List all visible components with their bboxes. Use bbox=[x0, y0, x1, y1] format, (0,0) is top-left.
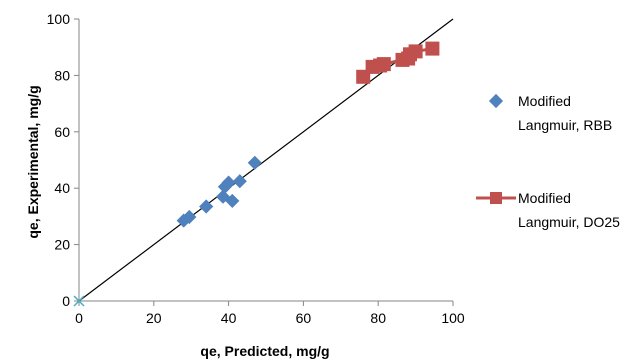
data-points-layer bbox=[73, 41, 440, 307]
axes bbox=[74, 18, 454, 306]
legend-marker-square bbox=[490, 192, 502, 204]
x-tick-label: 40 bbox=[221, 310, 237, 326]
tick-labels-layer: 0 20 40 60 80 100 0 20 40 60 80 100 bbox=[47, 11, 465, 326]
legend-label-line2: Langmuir, DO25 bbox=[518, 214, 620, 230]
y-tick-label: 40 bbox=[54, 180, 70, 196]
legend-label-line1: Modified bbox=[518, 93, 571, 109]
legend-label-line1: Modified bbox=[518, 190, 571, 206]
x-tick-label: 60 bbox=[296, 310, 312, 326]
y-tick-label: 80 bbox=[54, 67, 70, 83]
data-point-square bbox=[408, 44, 423, 59]
data-point-diamond bbox=[247, 155, 262, 170]
y-tick-label: 0 bbox=[62, 293, 70, 309]
y-tick-label: 60 bbox=[54, 124, 70, 140]
legend-entry-do25: Modified Langmuir, DO25 bbox=[476, 190, 620, 230]
y-tick-label: 20 bbox=[54, 237, 70, 253]
legend-entry-rbb: Modified Langmuir, RBB bbox=[488, 93, 612, 133]
data-point-square bbox=[376, 57, 391, 72]
legend-marker-diamond bbox=[488, 93, 504, 109]
x-axis-title: qe, Predicted, mg/g bbox=[200, 343, 329, 359]
x-tick-label: 0 bbox=[75, 310, 83, 326]
y-axis-title: qe, Experimental, mg/g bbox=[25, 85, 41, 238]
y-tick-label: 100 bbox=[47, 11, 71, 27]
data-point-square bbox=[425, 41, 440, 56]
legend-label-line2: Langmuir, RBB bbox=[518, 117, 612, 133]
x-tick-label: 100 bbox=[441, 310, 465, 326]
x-tick-label: 20 bbox=[146, 310, 162, 326]
origin-marker bbox=[73, 295, 85, 307]
legend: Modified Langmuir, RBB Modified Langmuir… bbox=[476, 93, 620, 230]
x-tick-label: 80 bbox=[370, 310, 386, 326]
